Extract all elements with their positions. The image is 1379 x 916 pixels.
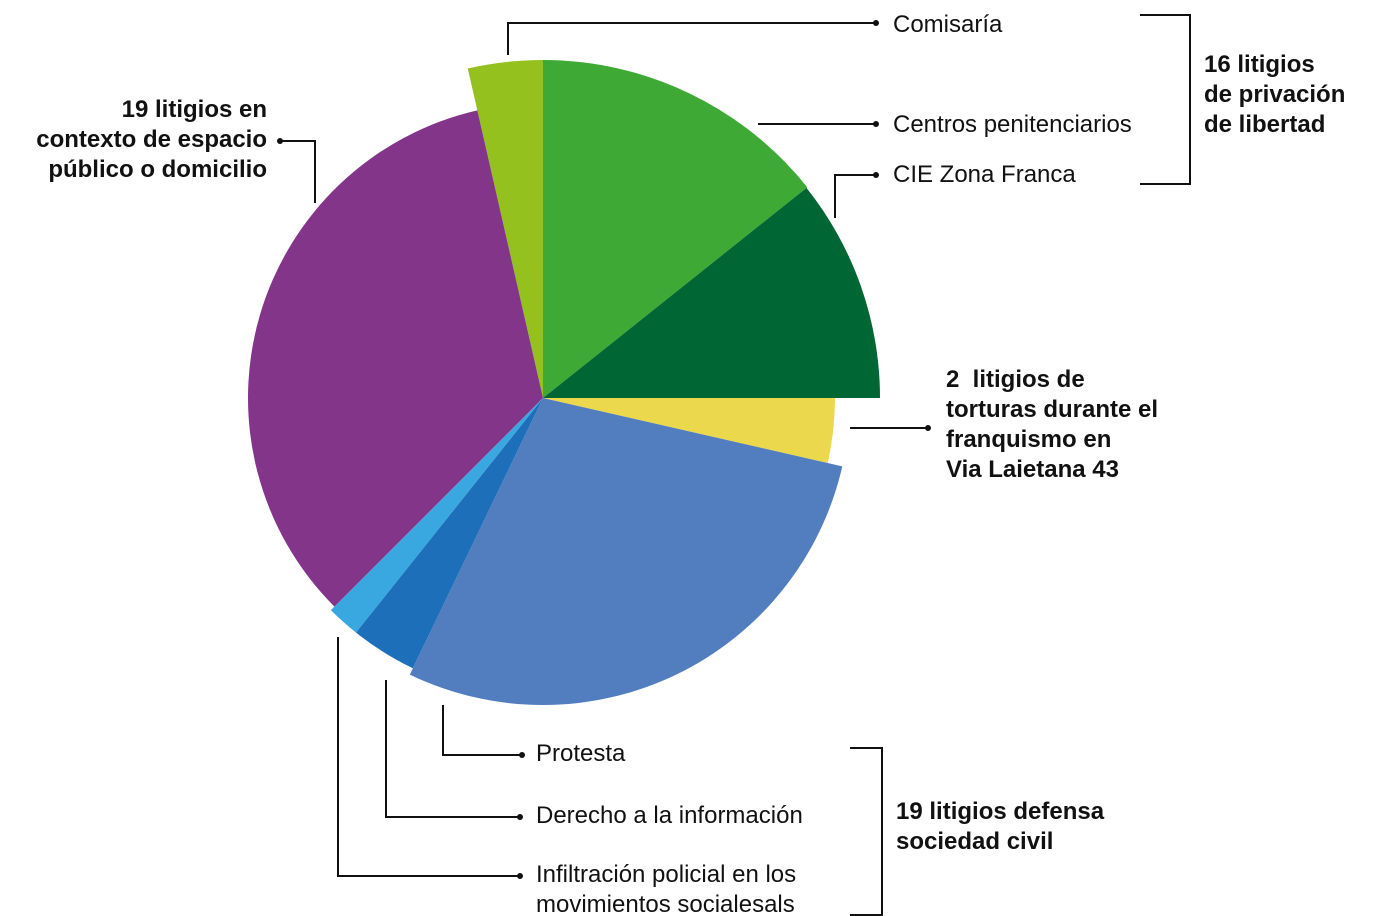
slice-label: Derecho a la información <box>536 802 803 829</box>
pie-slice <box>543 398 835 463</box>
group-label: 19 litigios defensa sociedad civil <box>896 798 1105 855</box>
bracket <box>1140 14 1191 185</box>
leader <box>280 140 316 203</box>
dot <box>873 20 879 26</box>
dot <box>519 752 525 758</box>
pie-slice <box>247 110 544 607</box>
leader <box>442 705 522 756</box>
slice-label: 2 litigios de torturas durante el franqu… <box>946 366 1159 483</box>
slice-label: Infiltración policial en los movimientos… <box>536 861 797 916</box>
slice-label: Protesta <box>536 740 626 767</box>
slice-label: 19 litigios en contexto de espacio públi… <box>36 96 267 183</box>
pie <box>247 60 880 705</box>
dot <box>517 873 523 879</box>
pie-slice <box>409 398 843 705</box>
dot <box>925 425 931 431</box>
slice-label: CIE Zona Franca <box>893 161 1076 188</box>
dot <box>277 138 283 144</box>
slice-label: Centros penitenciarios <box>893 111 1132 138</box>
leader <box>337 637 520 877</box>
pie-slice <box>330 398 543 633</box>
leader <box>834 174 876 218</box>
pie-slice <box>543 60 808 398</box>
leaders <box>277 14 1191 916</box>
bracket <box>850 747 883 916</box>
dot <box>873 121 879 127</box>
pie-slice <box>543 187 880 398</box>
leader <box>385 680 520 818</box>
dot <box>517 814 523 820</box>
group-label: 16 litigios de privación de libertad <box>1204 51 1346 138</box>
leader <box>507 22 876 55</box>
dot <box>873 172 879 178</box>
pie-slice <box>355 398 543 669</box>
pie-slice <box>467 60 543 398</box>
slice-label: Comisaría <box>893 11 1003 38</box>
